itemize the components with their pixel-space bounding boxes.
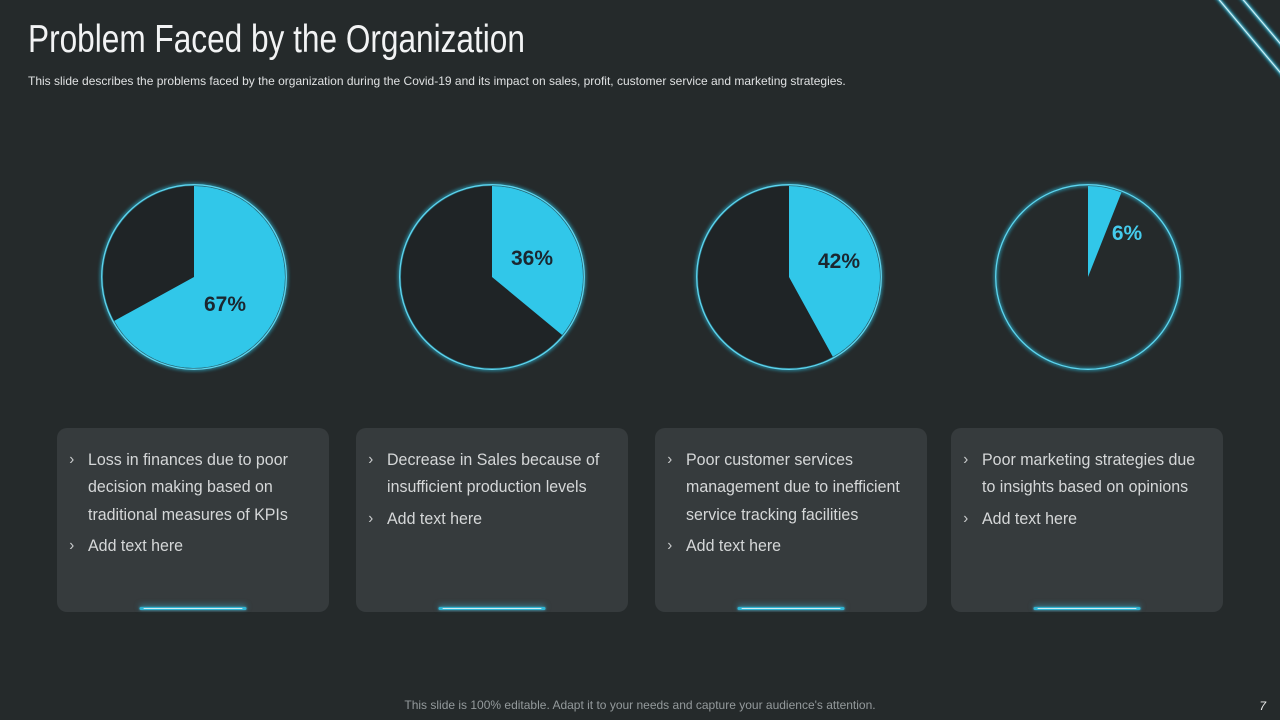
svg-text:42%: 42% — [818, 250, 860, 273]
svg-text:67%: 67% — [204, 293, 246, 316]
svg-text:36%: 36% — [511, 247, 553, 270]
svg-text:6%: 6% — [1112, 222, 1143, 245]
